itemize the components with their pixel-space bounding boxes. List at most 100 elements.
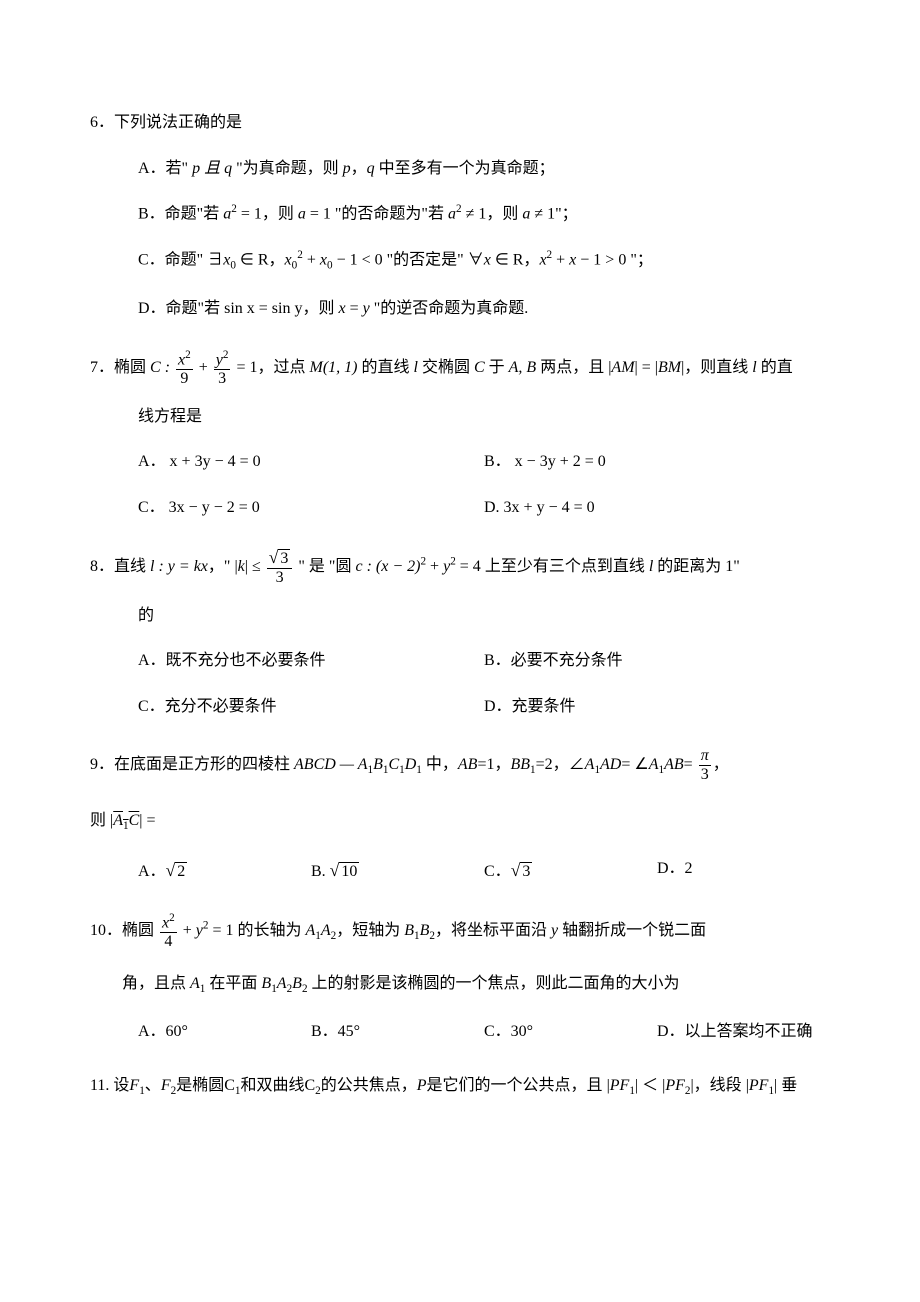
r4: √	[511, 860, 521, 880]
q6-choice-c: C．命题" ∃x0 ∈ R，x02 + x0 − 1 < 0 "的否定是" ∀x…	[90, 247, 830, 275]
q6-b-n1r: ≠ 1	[462, 206, 487, 223]
q6-c-pre: C．命题" ∃	[138, 251, 223, 268]
q7-plus: +	[195, 359, 212, 376]
q7-f2d: 3	[214, 370, 231, 388]
q6-d-eq2: =	[346, 300, 363, 317]
q9-bval: 10	[339, 862, 359, 880]
q9-b1: B	[373, 756, 383, 773]
q6-d-post: "的逆否命题为真命题.	[370, 300, 529, 317]
q8-row1: A．既不充分也不必要条件 B．必要不充分条件	[90, 648, 830, 674]
q6-choice-d: D．命题"若 sin x = sin y，则 x = y "的逆否命题为真命题.	[90, 296, 830, 322]
q8-m2: " 是 "圆	[294, 558, 355, 575]
q6-c-p1b: +	[303, 251, 320, 268]
q10-m3: ，将坐标平面沿	[435, 922, 551, 939]
q6-a-pre: A．若"	[138, 160, 192, 177]
q9-stem-line2: 则 |A1C| =	[90, 808, 830, 836]
q9-d1: D	[405, 756, 417, 773]
q11-m2: 的公共焦点，	[321, 1077, 417, 1094]
q11-abs3: |PF1|	[746, 1077, 778, 1094]
q6-a-p: p	[343, 160, 351, 177]
question-10: 10．椭圆 x24 + y2 = 1 的长轴为 A1A2，短轴为 B1B2，将坐…	[90, 912, 830, 1044]
q8-fd: 3	[267, 569, 293, 587]
q8-row2: C．充分不必要条件 D．充要条件	[90, 694, 830, 720]
q7-eqabs: =	[638, 359, 655, 376]
q6-c-p2a: x	[539, 251, 546, 268]
q7-post: 的直	[757, 359, 793, 376]
q6-d-siny: sin y	[272, 300, 303, 317]
q7-am: AM	[611, 359, 634, 376]
q11-abs1: |PF1|	[607, 1077, 639, 1094]
q9-a1c: A	[113, 812, 123, 829]
q8-eq4: = 4	[456, 558, 481, 575]
q9-eqang: = ∠	[621, 756, 648, 773]
q11-m1b: 和双曲线C	[240, 1077, 315, 1094]
q6-d-mid: ，则	[302, 300, 338, 317]
q9-a1ab: A	[649, 756, 659, 773]
q10-choice-b: B．45°	[311, 1019, 484, 1045]
q7-cc: C	[474, 359, 485, 376]
q8-absk: |k|	[234, 558, 248, 575]
q9-l2post: =	[142, 812, 155, 829]
q10-frac: x24	[160, 912, 177, 951]
q9-row: A．√2 B. √10 C．√3 D．2	[90, 856, 830, 885]
q10-a2: A	[321, 922, 331, 939]
q11-pf1: PF	[610, 1077, 630, 1094]
q6-c-p1d: − 1 < 0	[333, 251, 383, 268]
q10-y2: y	[196, 922, 203, 939]
q9-choice-c: C．√3	[484, 856, 657, 885]
q8-choice-c: C．充分不必要条件	[138, 694, 484, 720]
q6-d-pre: D．命题"若	[138, 300, 224, 317]
q6-b-eq2: = 1	[306, 206, 331, 223]
q10-post: 轴翻折成一个锐二面	[558, 922, 706, 939]
q6-c-p2d: − 1 > 0	[576, 251, 626, 268]
q10-plus: +	[179, 922, 196, 939]
q6-c-x: x	[484, 251, 491, 268]
question-8: 8．直线 l : y = kx，" |k| ≤ √33 " 是 "圆 c : (…	[90, 548, 830, 719]
q8-post: 的距离为 1"	[653, 558, 740, 575]
q10-pre: 10．椭圆	[90, 922, 158, 939]
q10-stem: 10．椭圆 x24 + y2 = 1 的长轴为 A1A2，短轴为 B1B2，将坐…	[90, 912, 830, 951]
q8-m3: 上至少有三个点到直线	[481, 558, 649, 575]
q6-a-pq: p 且 q	[192, 160, 232, 177]
q10-choice-c: C．30°	[484, 1019, 657, 1045]
q6-a-q: q	[367, 160, 375, 177]
q8-stem-line2: 的	[90, 603, 830, 629]
q11-pf2: PF	[665, 1077, 685, 1094]
q11-post: 垂	[777, 1077, 797, 1094]
q8-plus: +	[426, 558, 443, 575]
q7-stem: 7．椭圆 C : x29 + y23 = 1，过点 M(1, 1) 的直线 l …	[90, 349, 830, 388]
q9-c1: C	[388, 756, 399, 773]
q6-b-pre: B．命题"若	[138, 206, 223, 223]
q9-ab: AB	[458, 756, 478, 773]
q11-m3: 是它们的一个公共点，且	[427, 1077, 607, 1094]
q7-stem-line2: 线方程是	[90, 404, 830, 430]
q6-b-a: a	[298, 206, 306, 223]
q7-bm: BM	[658, 359, 681, 376]
q9-ov: A1C	[113, 812, 139, 829]
q10-m1: 的长轴为	[233, 922, 305, 939]
q7-m3: 交椭圆	[418, 359, 474, 376]
q8-stem: 8．直线 l : y = kx，" |k| ≤ √33 " 是 "圆 c : (…	[90, 548, 830, 586]
q8-fn: 3	[278, 549, 290, 567]
q11-f1: F	[129, 1077, 139, 1094]
q8-choice-a: A．既不充分也不必要条件	[138, 648, 484, 674]
q7-choice-a: A． x + 3y − 4 = 0	[138, 449, 484, 475]
q10-l2m1: 在平面	[205, 975, 261, 992]
s0a: 0	[292, 260, 298, 272]
q7-frac2: y23	[214, 349, 231, 388]
question-7: 7．椭圆 C : x29 + y23 = 1，过点 M(1, 1) 的直线 l …	[90, 349, 830, 520]
q10-l2m2: 上的射影是该椭圆的一个焦点，则此二面角的大小为	[308, 975, 680, 992]
q7-m6: ，则直线	[684, 359, 752, 376]
q9-fn: π	[699, 747, 711, 766]
q7-eq1: = 1	[232, 359, 257, 376]
q6-stem: 6．下列说法正确的是	[90, 110, 830, 136]
q9-cpre: C．	[484, 863, 511, 880]
q8-leq2: ≤	[248, 558, 265, 575]
q7-row2: C． 3x − y − 2 = 0 D. 3x + y − 4 = 0	[90, 495, 830, 521]
q7-f1d: 9	[176, 370, 193, 388]
q9-comma: ，	[713, 756, 729, 773]
q8-m1: ，"	[208, 558, 235, 575]
q7-f1n2: 2	[185, 349, 191, 361]
q6-choice-a: A．若" p 且 q "为真命题，则 p，q 中至多有一个为真命题；	[90, 156, 830, 182]
q6-a-post: 中至多有一个为真命题；	[375, 160, 555, 177]
